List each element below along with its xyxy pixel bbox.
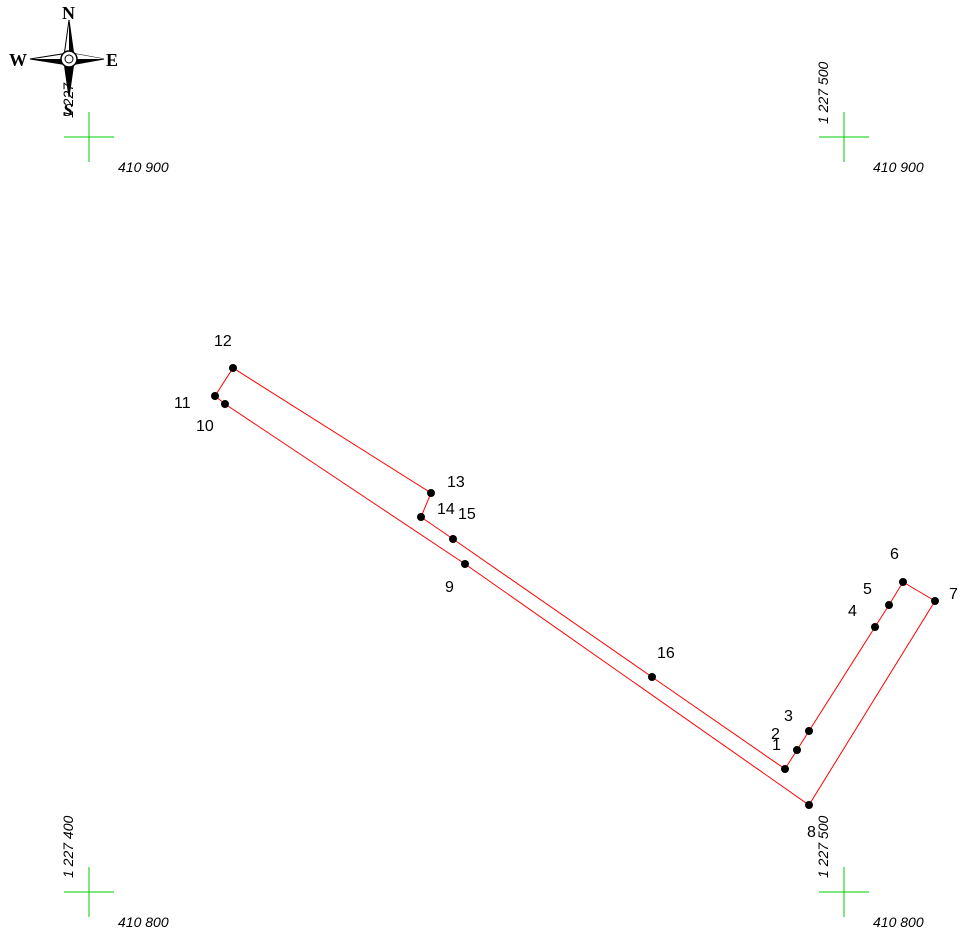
grid-y-label-bottom-left: 1 227 400 [60, 816, 76, 878]
survey-point-12 [229, 364, 237, 372]
survey-point-label: 16 [657, 645, 675, 662]
survey-point-2 [793, 746, 801, 754]
survey-point-label: 10 [196, 418, 214, 435]
grid-cross-bottom-left [64, 867, 114, 917]
parcel-boundary-line [214, 367, 936, 806]
grid-x-label-top-right: 410 900 [873, 159, 924, 175]
survey-point-label: 2 [771, 726, 780, 743]
compass-east-letter: E [106, 50, 118, 70]
grid-cross-bottom-right [819, 867, 869, 917]
grid-x-label-bottom-left: 410 800 [118, 914, 169, 930]
survey-point-label: 11 [174, 395, 191, 412]
survey-point-13 [427, 489, 435, 497]
survey-point-11 [211, 392, 219, 400]
grid-y-label-top-right: 1 227 500 [815, 62, 831, 124]
survey-point-label: 6 [890, 546, 899, 563]
survey-point-4 [871, 623, 879, 631]
survey-point-6 [899, 578, 907, 586]
grid-y-label-bottom-right: 1 227 500 [815, 816, 831, 878]
parcel-boundary [214, 367, 936, 806]
survey-points: 1 2 3 4 5 6 7 8 9 10 11 12 13 14 15 16 [174, 333, 958, 841]
survey-point-label: 4 [848, 603, 857, 620]
survey-point-label: 8 [807, 824, 816, 841]
survey-point-5 [885, 601, 893, 609]
survey-point-16 [648, 673, 656, 681]
survey-point-label: 7 [949, 586, 958, 603]
survey-point-label: 3 [784, 708, 793, 725]
compass-south-letter: S [63, 100, 73, 120]
compass-north-letter: N [62, 3, 75, 23]
grid-labels: 410 900 410 900 1 227 500 410 800 1 227 … [60, 62, 924, 930]
survey-point-9 [461, 560, 469, 568]
survey-point-8 [805, 801, 813, 809]
grid-x-label-top-left: 410 900 [118, 159, 169, 175]
survey-point-label: 14 [437, 501, 455, 518]
survey-point-label: 9 [445, 579, 454, 596]
compass-rose-icon: N S W E [9, 3, 118, 120]
survey-point-10 [221, 400, 229, 408]
grid-y-label-compass-overlap: 1 227 [60, 82, 76, 118]
grid-crosses [64, 112, 869, 917]
survey-point-14 [417, 513, 425, 521]
compass-west-letter: W [9, 50, 27, 70]
grid-cross-top-right [819, 112, 869, 162]
survey-point-15 [449, 535, 457, 543]
survey-point-label: 12 [214, 333, 232, 350]
grid-x-label-bottom-right: 410 800 [873, 914, 924, 930]
survey-point-7 [931, 597, 939, 605]
survey-point-3 [805, 727, 813, 735]
survey-point-label: 15 [458, 506, 476, 523]
survey-point-label: 5 [863, 581, 872, 598]
survey-point-label: 1 [772, 737, 781, 754]
survey-point-label: 13 [447, 474, 465, 491]
survey-point-1 [781, 765, 789, 773]
grid-cross-top-left [64, 112, 114, 162]
